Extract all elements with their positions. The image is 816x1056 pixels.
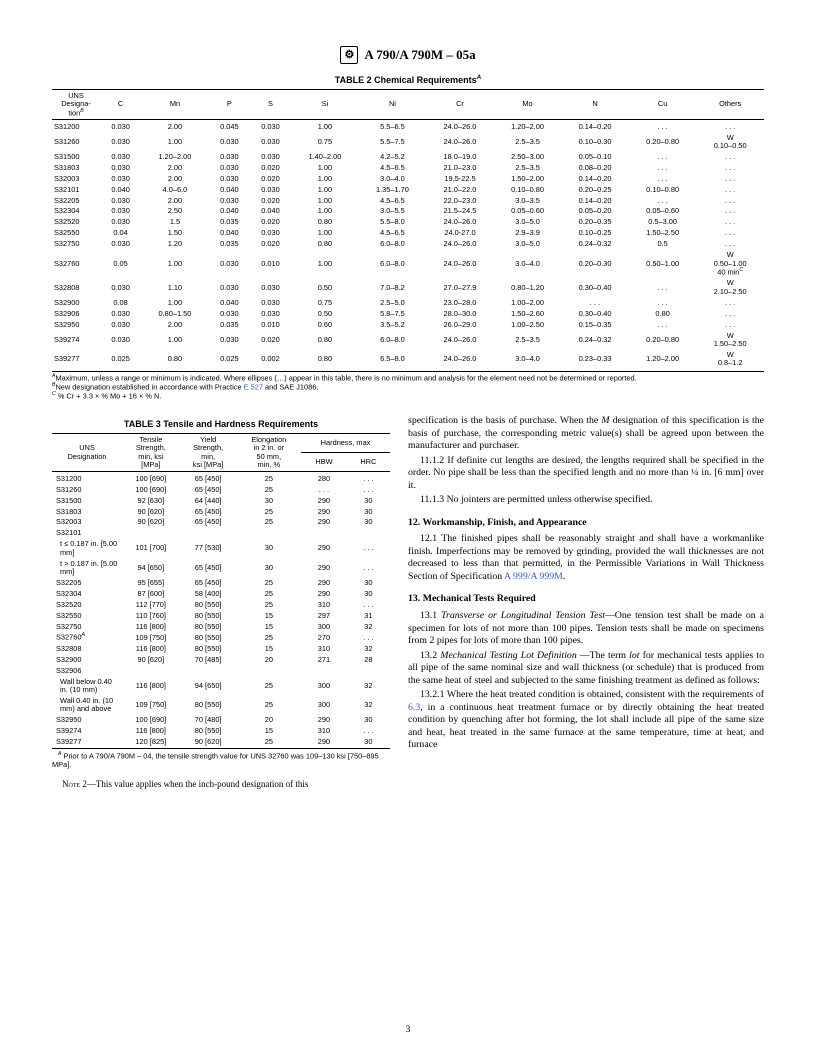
para-spec-cont: specification is the basis of purchase. … bbox=[408, 415, 764, 453]
astm-logo-icon bbox=[340, 46, 358, 64]
table-row: Wall 0.40 in. (10 mm) and above109 [750]… bbox=[52, 696, 390, 715]
tensile-hardness-table: UNSDesignation TensileStrength,min, ksi[… bbox=[52, 433, 390, 748]
col-uns: UNSDesigna-tionB bbox=[52, 90, 100, 119]
table-row: S329000.081.000.0400.0300.752.5–5.023.0–… bbox=[52, 298, 764, 309]
table-row: S32520112 [770]80 [550]25310. . . bbox=[52, 600, 390, 611]
table3-title: TABLE 3 Tensile and Hardness Requirement… bbox=[52, 419, 390, 429]
table-row: S328080.0301.100.0300.0300.507.0–8.227.0… bbox=[52, 278, 764, 297]
table-row: S329500.0302.000.0350.0100.603.5–5.226.0… bbox=[52, 319, 764, 330]
para-13-2: 13.2 Mechanical Testing Lot Definition —… bbox=[408, 650, 764, 688]
para-11-1-3: 11.1.3 No jointers are permitted unless … bbox=[408, 494, 764, 507]
table-row: S32950100 [690]70 [480]2029030 bbox=[52, 715, 390, 726]
chemical-requirements-table: UNSDesigna-tionB C Mn P S Si Ni Cr Mo N … bbox=[52, 89, 764, 369]
table2-footnotes: AMaximum, unless a range or minimum is i… bbox=[52, 371, 764, 401]
table-row: t ≤ 0.187 in. [5.00 mm]101 [700]77 [530]… bbox=[52, 539, 390, 558]
table-row: S325200.0301.50.0350.0200.805.5–8.024.0–… bbox=[52, 217, 764, 228]
spec-number: A 790/A 790M – 05a bbox=[364, 48, 475, 63]
table-row: S32906 bbox=[52, 665, 390, 676]
table-row: S329060.0300.80–1.500.0300.0300.505.8–7.… bbox=[52, 309, 764, 320]
table-row: S3200390 [620]65 [450]2529030 bbox=[52, 517, 390, 528]
table-row: S315000.0301.20–2.000.0300.0301.40–2.004… bbox=[52, 152, 764, 163]
table-row: S32808116 [800]80 [550]1531032 bbox=[52, 644, 390, 655]
para-11-1-2: 11.1.2 If definite cut lengths are desir… bbox=[408, 455, 764, 493]
heading-13: 13. Mechanical Tests Required bbox=[408, 593, 764, 606]
table-row: S312000.0302.000.0450.0301.005.5–6.524.0… bbox=[52, 119, 764, 132]
table-row: S32760A109 [750]80 [550]25270. . . bbox=[52, 632, 390, 643]
para-12-1: 12.1 The finished pipes shall be reasona… bbox=[408, 533, 764, 583]
para-13-1: 13.1 Transverse or Longitudinal Tension … bbox=[408, 610, 764, 648]
table-row: S39274116 [800]80 [550]15310. . . bbox=[52, 726, 390, 737]
table-row: S39277120 [825]90 [620]2529030 bbox=[52, 737, 390, 748]
page-header: A 790/A 790M – 05a bbox=[52, 46, 764, 64]
table-row: S318030.0302.000.0300.0201.004.5–6.521.0… bbox=[52, 163, 764, 174]
table3-footnote: A Prior to A 790/A 790M – 04, the tensil… bbox=[52, 752, 390, 770]
table-row: t > 0.187 in. [5.00 mm]94 [650]65 [450]3… bbox=[52, 558, 390, 577]
table-row: S321010.0404.0–6.00.0400.0301.001.35–1.7… bbox=[52, 185, 764, 196]
table-row: S32550110 [760]80 [550]1529731 bbox=[52, 611, 390, 622]
table2-title: TABLE 2 Chemical RequirementsA bbox=[52, 74, 764, 85]
table-row: S3220595 [655]65 [450]2529030 bbox=[52, 578, 390, 589]
table-row: S327500.0301.200.0350.0200.806.0–8.024.0… bbox=[52, 239, 764, 250]
heading-12: 12. Workmanship, Finish, and Appearance bbox=[408, 517, 764, 530]
table-row: S3290090 [620]70 [485]2027128 bbox=[52, 655, 390, 666]
para-13-2-1: 13.2.1 Where the heat treated condition … bbox=[408, 689, 764, 752]
body-text: specification is the basis of purchase. … bbox=[408, 415, 764, 799]
table-row: S312600.0301.000.0300.0300.755.5–7.524.0… bbox=[52, 132, 764, 151]
table-row: S31260100 [690]65 [450]25. . .. . . bbox=[52, 485, 390, 496]
table-row: S325500.041.500.0400.0301.004.5–6.524.0-… bbox=[52, 228, 764, 239]
page-number: 3 bbox=[0, 1025, 816, 1036]
t3-col-uns: UNSDesignation bbox=[52, 434, 122, 471]
table-row: S327600.051.000.0300.0101.006.0–8.024.0–… bbox=[52, 250, 764, 278]
table-row: S31200100 [690]65 [450]25280. . . bbox=[52, 471, 390, 484]
table-row: S32750116 [800]80 [550]1530032 bbox=[52, 621, 390, 632]
note-2: Note 2—This value applies when the inch-… bbox=[52, 779, 390, 789]
table-row: S3150092 [630]64 [440]3029030 bbox=[52, 495, 390, 506]
table-row: S323040.0302.500.0400.0401.003.0–5.521.5… bbox=[52, 206, 764, 217]
table-row: S322050.0302.000.0300.0201.004.5–6.522.0… bbox=[52, 195, 764, 206]
table-row: S3180390 [620]65 [450]2529030 bbox=[52, 506, 390, 517]
table-row: S392740.0301.000.0300.0200.806.0–8.024.0… bbox=[52, 330, 764, 349]
table-row: Wall below 0.40 in. (10 mm)116 [800]94 [… bbox=[52, 676, 390, 695]
table-row: S3230487 [600]58 [400]2529030 bbox=[52, 589, 390, 600]
table-row: S392770.0250.800.0250.0020.806.5–8.024.0… bbox=[52, 350, 764, 369]
table-row: S32101 bbox=[52, 528, 390, 539]
table-row: S320030.0302.000.0300.0201.003.0–4.019.5… bbox=[52, 174, 764, 185]
